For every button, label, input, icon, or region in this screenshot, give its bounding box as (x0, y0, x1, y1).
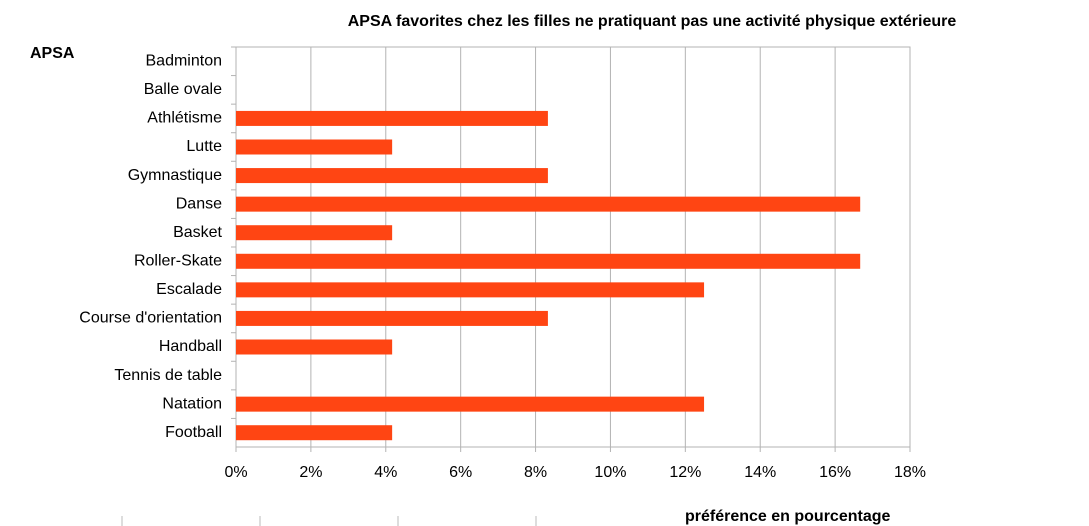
x-axis-label: préférence en pourcentage (685, 508, 891, 525)
bar (236, 425, 393, 441)
bar (236, 139, 393, 155)
y-tick-label: Roller-Skate (134, 253, 222, 270)
y-tick-label: Lutte (186, 138, 222, 155)
y-axis-label: APSA (30, 45, 75, 62)
x-tick-label: 14% (744, 464, 776, 481)
y-tick-label: Tennis de table (114, 367, 222, 384)
y-tick-label: Basket (173, 224, 222, 241)
x-tick-label: 4% (374, 464, 397, 481)
y-tick-label: Badminton (146, 53, 223, 70)
y-tick-label: Athlétisme (147, 110, 222, 127)
y-tick-label: Course d'orientation (79, 310, 222, 327)
x-tick-label: 8% (524, 464, 547, 481)
x-tick-label: 10% (594, 464, 626, 481)
x-tick-label: 2% (299, 464, 322, 481)
bar (236, 310, 548, 326)
decor-ticks (121, 516, 537, 526)
y-tick-label: Natation (162, 395, 222, 412)
x-tick-label: 6% (449, 464, 472, 481)
bar (236, 253, 861, 269)
x-tick-label: 18% (894, 464, 926, 481)
y-tick-label: Escalade (156, 281, 222, 298)
bar (236, 168, 548, 184)
y-tick-label: Football (165, 424, 222, 441)
y-tick-label: Gymnastique (128, 167, 222, 184)
bar (236, 225, 393, 241)
x-tick-label: 16% (819, 464, 851, 481)
plot-frame (235, 46, 911, 448)
bar (236, 396, 705, 412)
bar (236, 110, 548, 126)
bar (236, 196, 861, 212)
y-tick-label: Handball (159, 338, 222, 355)
x-tick-label: 12% (669, 464, 701, 481)
chart-title: APSA favorites chez les filles ne pratiq… (348, 13, 957, 30)
x-tick-label: 0% (224, 464, 247, 481)
y-tick-label: Danse (176, 195, 222, 212)
y-tick-label: Balle ovale (144, 81, 222, 98)
bar (236, 339, 393, 355)
bar (236, 282, 705, 298)
